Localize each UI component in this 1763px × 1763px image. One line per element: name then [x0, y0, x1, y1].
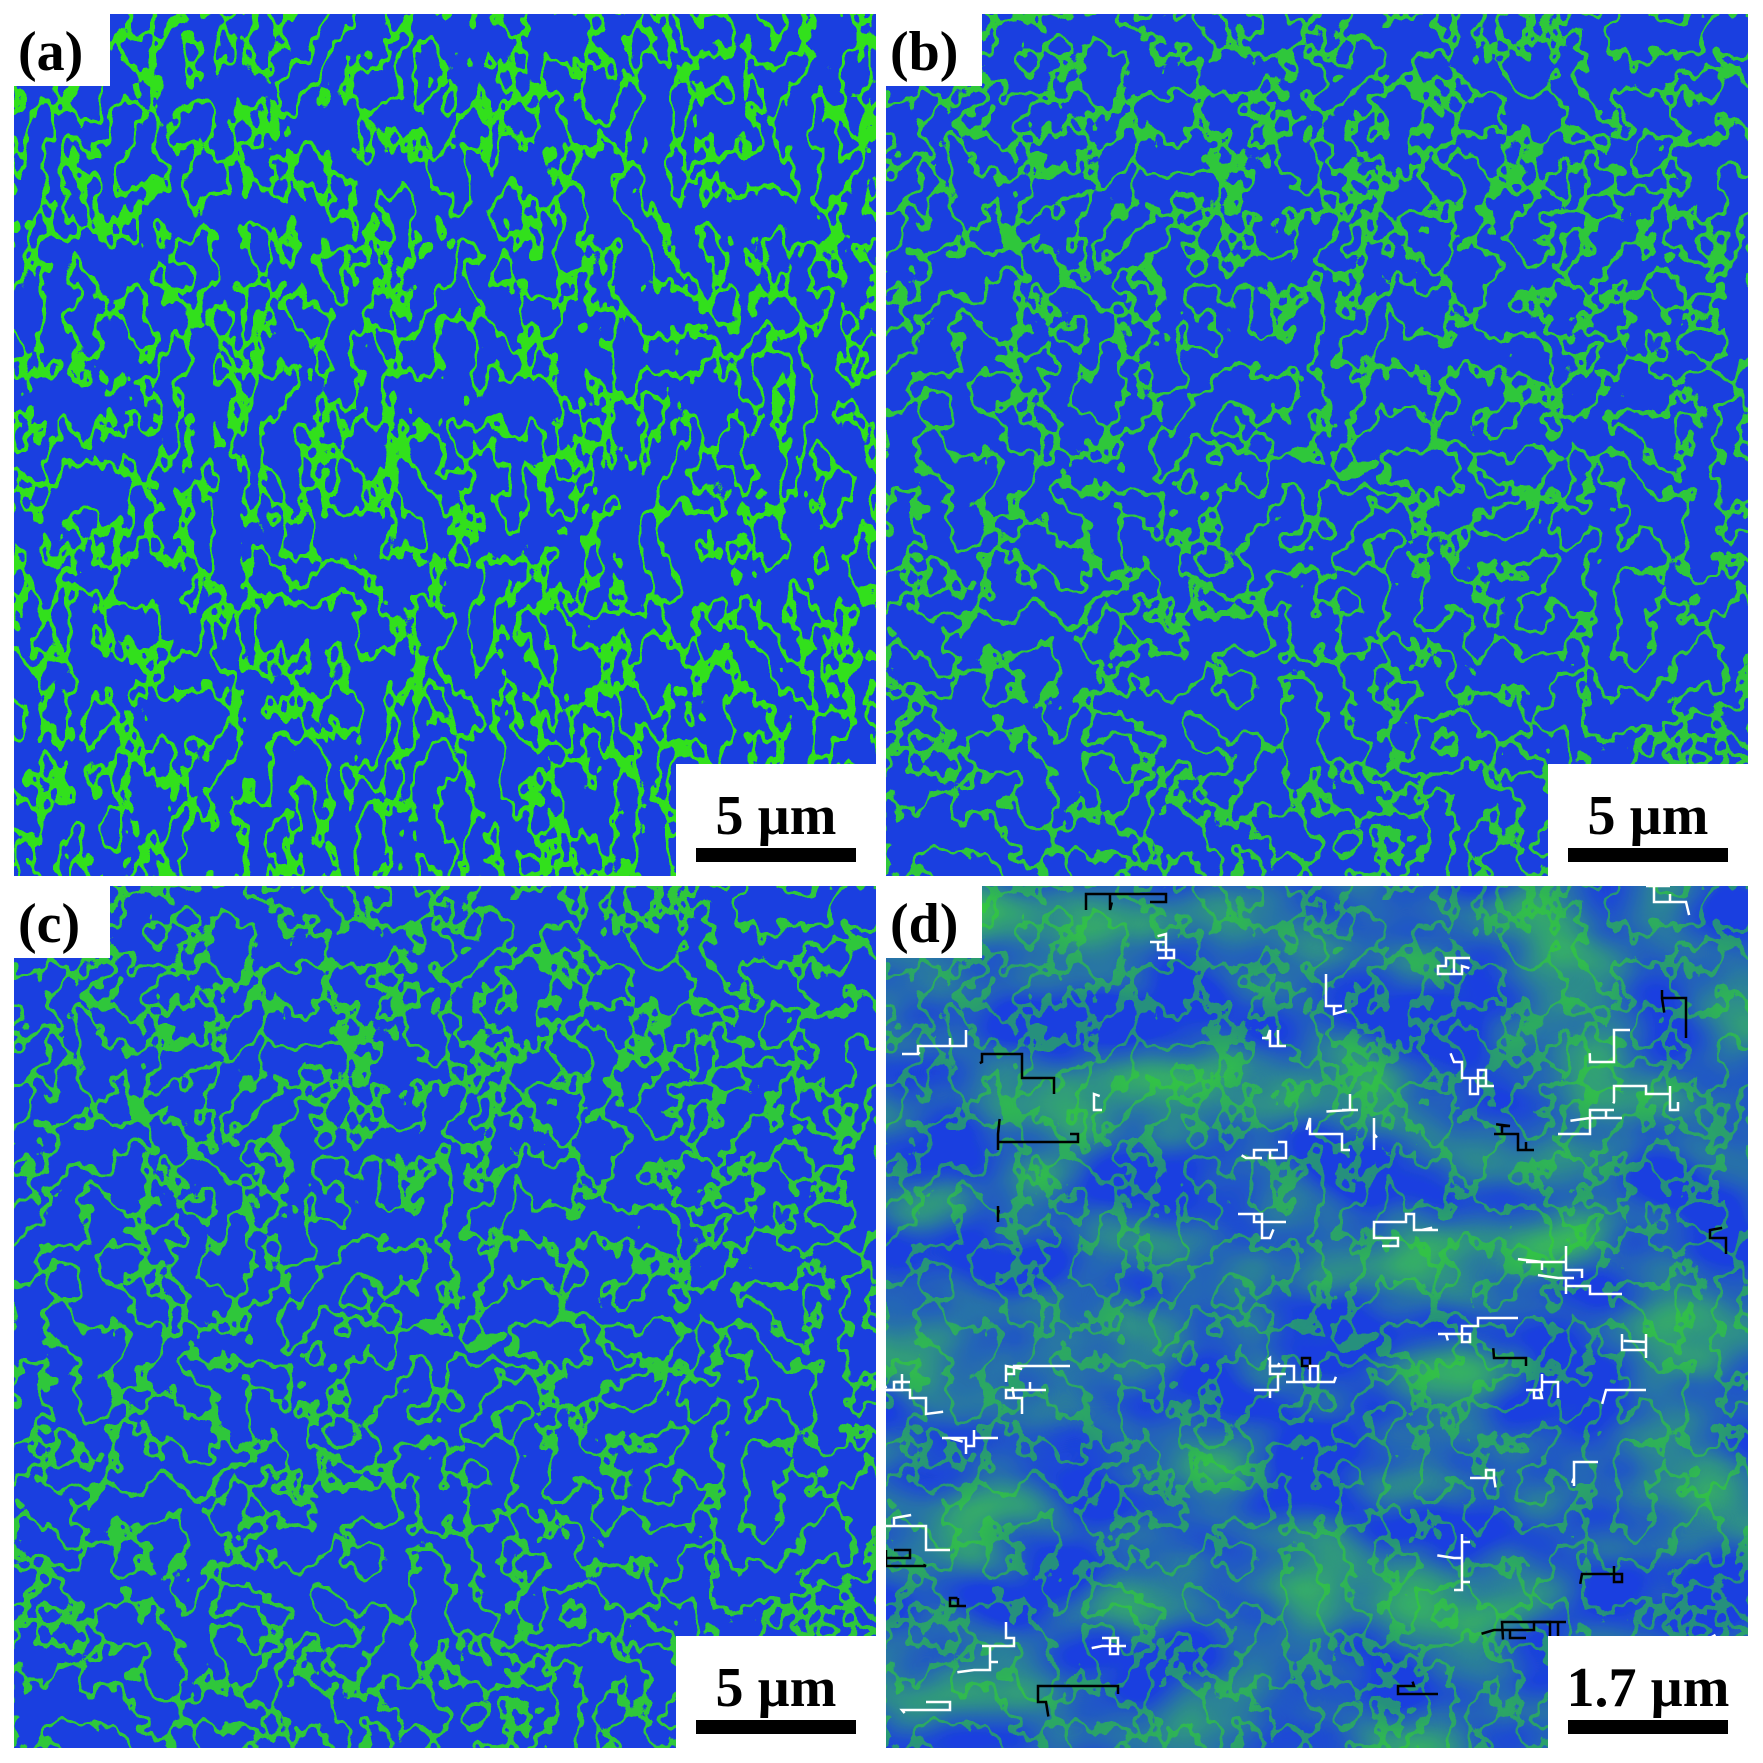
grain-boundary	[942, 1430, 998, 1454]
grain-boundary	[957, 1622, 1016, 1674]
grain-boundary	[1326, 1094, 1358, 1113]
panel: (b) 5 µm	[886, 14, 1748, 876]
grain-boundary	[1537, 1273, 1622, 1296]
map-texture	[886, 886, 1748, 1748]
grain-boundary	[1660, 990, 1688, 1038]
scale-bar-label: 5 µm	[716, 785, 837, 847]
panel-label: (c)	[18, 893, 80, 955]
panel-label: (b)	[890, 21, 958, 83]
map-image	[14, 14, 876, 876]
grain-boundary	[1084, 892, 1168, 911]
grain-boundary	[1004, 1382, 1046, 1414]
grain-boundary	[1238, 1212, 1286, 1240]
grain-boundary	[1492, 1348, 1528, 1366]
grain-boundary	[1470, 1468, 1497, 1488]
grain-boundary	[1150, 932, 1176, 960]
label-box	[14, 14, 110, 86]
grain-boundary	[1620, 1334, 1648, 1358]
label-box	[14, 886, 110, 958]
scale-bar	[696, 1720, 856, 1734]
scale-bar-label: 1.7 µm	[1567, 1657, 1730, 1719]
grain-boundary	[902, 1030, 968, 1056]
map-texture	[14, 886, 876, 1748]
map-texture	[14, 14, 876, 876]
grain-boundary	[1372, 1212, 1438, 1248]
scale-bar	[696, 848, 856, 862]
grain-boundary	[1438, 1316, 1518, 1344]
label-box	[886, 14, 982, 86]
grain-boundary	[1526, 1374, 1560, 1400]
grain-boundary	[1437, 1534, 1470, 1592]
grain-boundary	[886, 1374, 904, 1392]
grain-boundary	[1600, 1388, 1646, 1405]
map-image	[886, 14, 1748, 876]
grain-boundary	[1436, 956, 1470, 976]
scale-bar-label: 5 µm	[716, 1657, 837, 1719]
grain-boundary	[1372, 1118, 1378, 1150]
grain-boundary	[1578, 1566, 1624, 1585]
grain-boundary	[996, 1118, 1080, 1150]
grain-boundary	[1612, 1084, 1680, 1112]
grain-boundary	[1517, 1246, 1584, 1278]
panel-label: (d)	[890, 893, 958, 955]
grain-boundary	[1494, 1122, 1534, 1152]
grain-boundary	[1708, 1226, 1728, 1254]
panel: (c) 5 µm	[14, 886, 876, 1748]
panel-label: (a)	[18, 21, 83, 83]
grain-boundary	[1646, 886, 1691, 916]
scale-bar	[1568, 848, 1728, 862]
map-image	[14, 886, 876, 1748]
grain-boundary	[899, 1700, 952, 1714]
grain-boundary	[886, 1513, 950, 1552]
grain-boundary	[1396, 1681, 1438, 1696]
grain-boundary	[1036, 1684, 1120, 1717]
grain-boundary	[1240, 1140, 1288, 1160]
panel: (a) 5 µm	[14, 14, 876, 876]
grain-boundary	[1324, 974, 1348, 1016]
grain-boundary	[1588, 1028, 1630, 1064]
grain-boundary	[886, 1548, 927, 1568]
grain-boundary	[948, 1596, 966, 1608]
scale-bar-label: 5 µm	[1588, 785, 1709, 847]
label-box	[886, 886, 982, 958]
grain-boundary	[1558, 1108, 1622, 1136]
map-image	[886, 886, 1748, 1748]
grain-boundary	[1449, 1052, 1494, 1096]
grain-boundary	[1091, 1636, 1126, 1656]
map-texture	[886, 14, 1748, 876]
grain-boundary	[1305, 1117, 1350, 1152]
grain-boundary	[1004, 1364, 1070, 1382]
panels: (a) 5 µm (b) 5 µm (c) 5 µm (d) 1.7 µm	[14, 14, 1748, 1748]
grain-boundary	[996, 1206, 1001, 1222]
grain-boundary	[1267, 1355, 1310, 1384]
scale-bar	[1568, 1720, 1728, 1734]
grain-boundary	[1302, 1364, 1338, 1384]
grain-boundary	[1262, 1029, 1286, 1048]
grain-boundary	[979, 1052, 1056, 1094]
grain-boundary	[1570, 1460, 1598, 1486]
panel: (d) 1.7 µm	[886, 886, 1748, 1748]
grain-boundary	[1092, 1092, 1102, 1112]
